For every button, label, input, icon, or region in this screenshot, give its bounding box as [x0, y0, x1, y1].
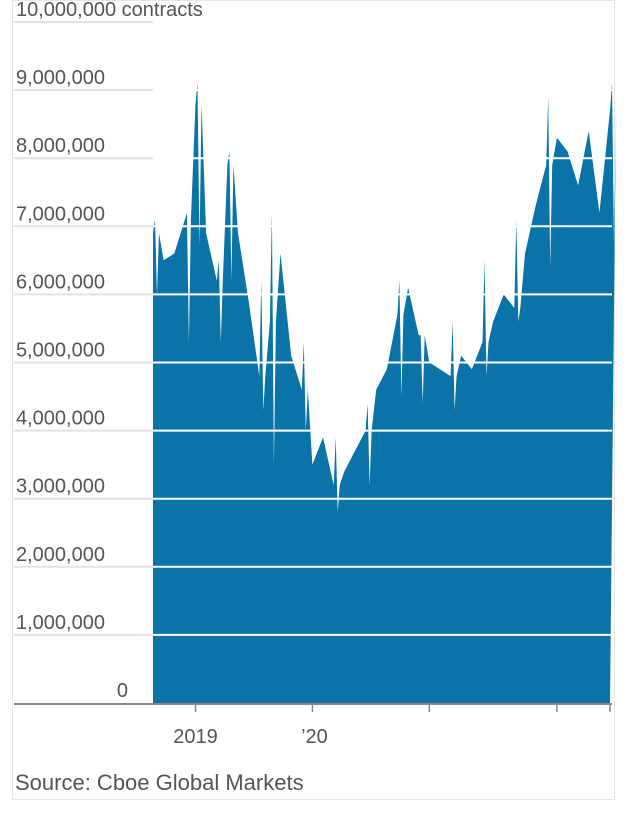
- y-tick-label: 0: [117, 680, 128, 702]
- y-tick-label: 8,000,000: [16, 135, 105, 157]
- frame-border-right: [614, 0, 615, 800]
- y-tick-label: 2,000,000: [16, 544, 105, 566]
- y-tick-label: 5,000,000: [16, 340, 105, 362]
- series-area: [153, 83, 616, 704]
- x-tick-label: 2019: [173, 726, 218, 748]
- x-tick-label: ’20: [301, 726, 328, 748]
- frame-border-bottom: [12, 799, 615, 800]
- y-tick-label: 3,000,000: [16, 476, 105, 498]
- y-tick-label: 9,000,000: [16, 67, 105, 89]
- y-tick-label: 6,000,000: [16, 271, 105, 293]
- y-tick-label: 1,000,000: [16, 612, 105, 634]
- y-tick-label: 7,000,000: [16, 203, 105, 225]
- frame-border-left: [12, 0, 13, 800]
- source-note: Source: Cboe Global Markets: [15, 770, 304, 795]
- y-tick-label: 4,000,000: [16, 408, 105, 430]
- frame-border-top: [12, 0, 615, 1]
- y-tick-label: 10,000,000 contracts: [16, 0, 203, 21]
